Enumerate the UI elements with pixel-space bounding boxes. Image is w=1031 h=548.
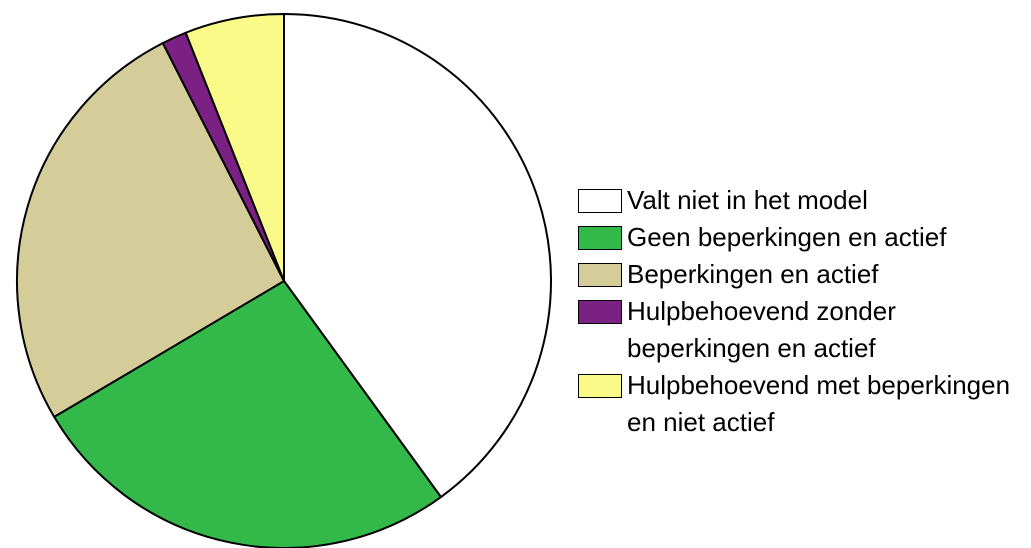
pie-slice bbox=[184, 12, 285, 282]
legend-label: Valt niet in het model bbox=[627, 185, 868, 215]
pie-slice bbox=[283, 12, 552, 499]
legend-item: Hulpbehoevend zonder beperkingen en acti… bbox=[578, 293, 1018, 367]
legend-label: Geen beperkingen en actief bbox=[627, 222, 947, 252]
legend-swatch bbox=[578, 263, 622, 287]
legend-item: Geen beperkingen en actief bbox=[578, 219, 1018, 256]
legend: Valt niet in het model Geen beperkingen e… bbox=[578, 182, 1018, 441]
legend-label: Hulpbehoevend zonder beperkingen en acti… bbox=[627, 296, 896, 363]
pie-slice bbox=[16, 41, 286, 419]
legend-item: Hulpbehoevend met beperkingen en niet ac… bbox=[578, 367, 1018, 441]
legend-label: Beperkingen en actief bbox=[627, 259, 879, 289]
pie-slice bbox=[52, 279, 443, 548]
legend-swatch bbox=[578, 226, 622, 250]
legend-swatch bbox=[578, 189, 622, 213]
legend-label: Hulpbehoevend met beperkingen en niet ac… bbox=[627, 370, 1011, 437]
legend-swatch bbox=[578, 374, 622, 398]
legend-item: Beperkingen en actief bbox=[578, 256, 1018, 293]
legend-swatch bbox=[578, 300, 622, 324]
legend-item: Valt niet in het model bbox=[578, 182, 1018, 219]
